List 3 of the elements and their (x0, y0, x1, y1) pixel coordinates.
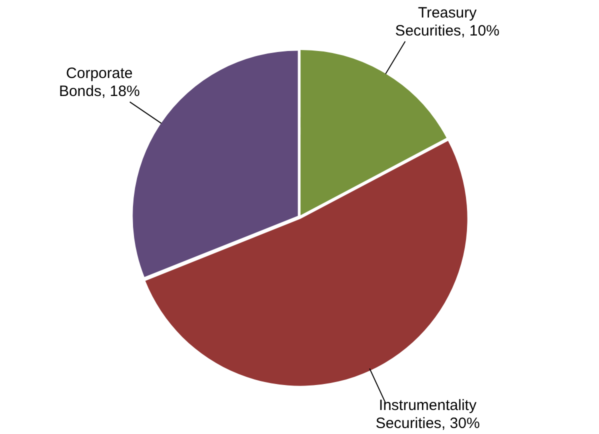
slice-label: Treasury Securities, 10% (395, 4, 500, 40)
slice-label: Instrumentality Securities, 30% (376, 397, 480, 432)
slice-label: Corporate Bonds, 18% (58, 64, 140, 100)
